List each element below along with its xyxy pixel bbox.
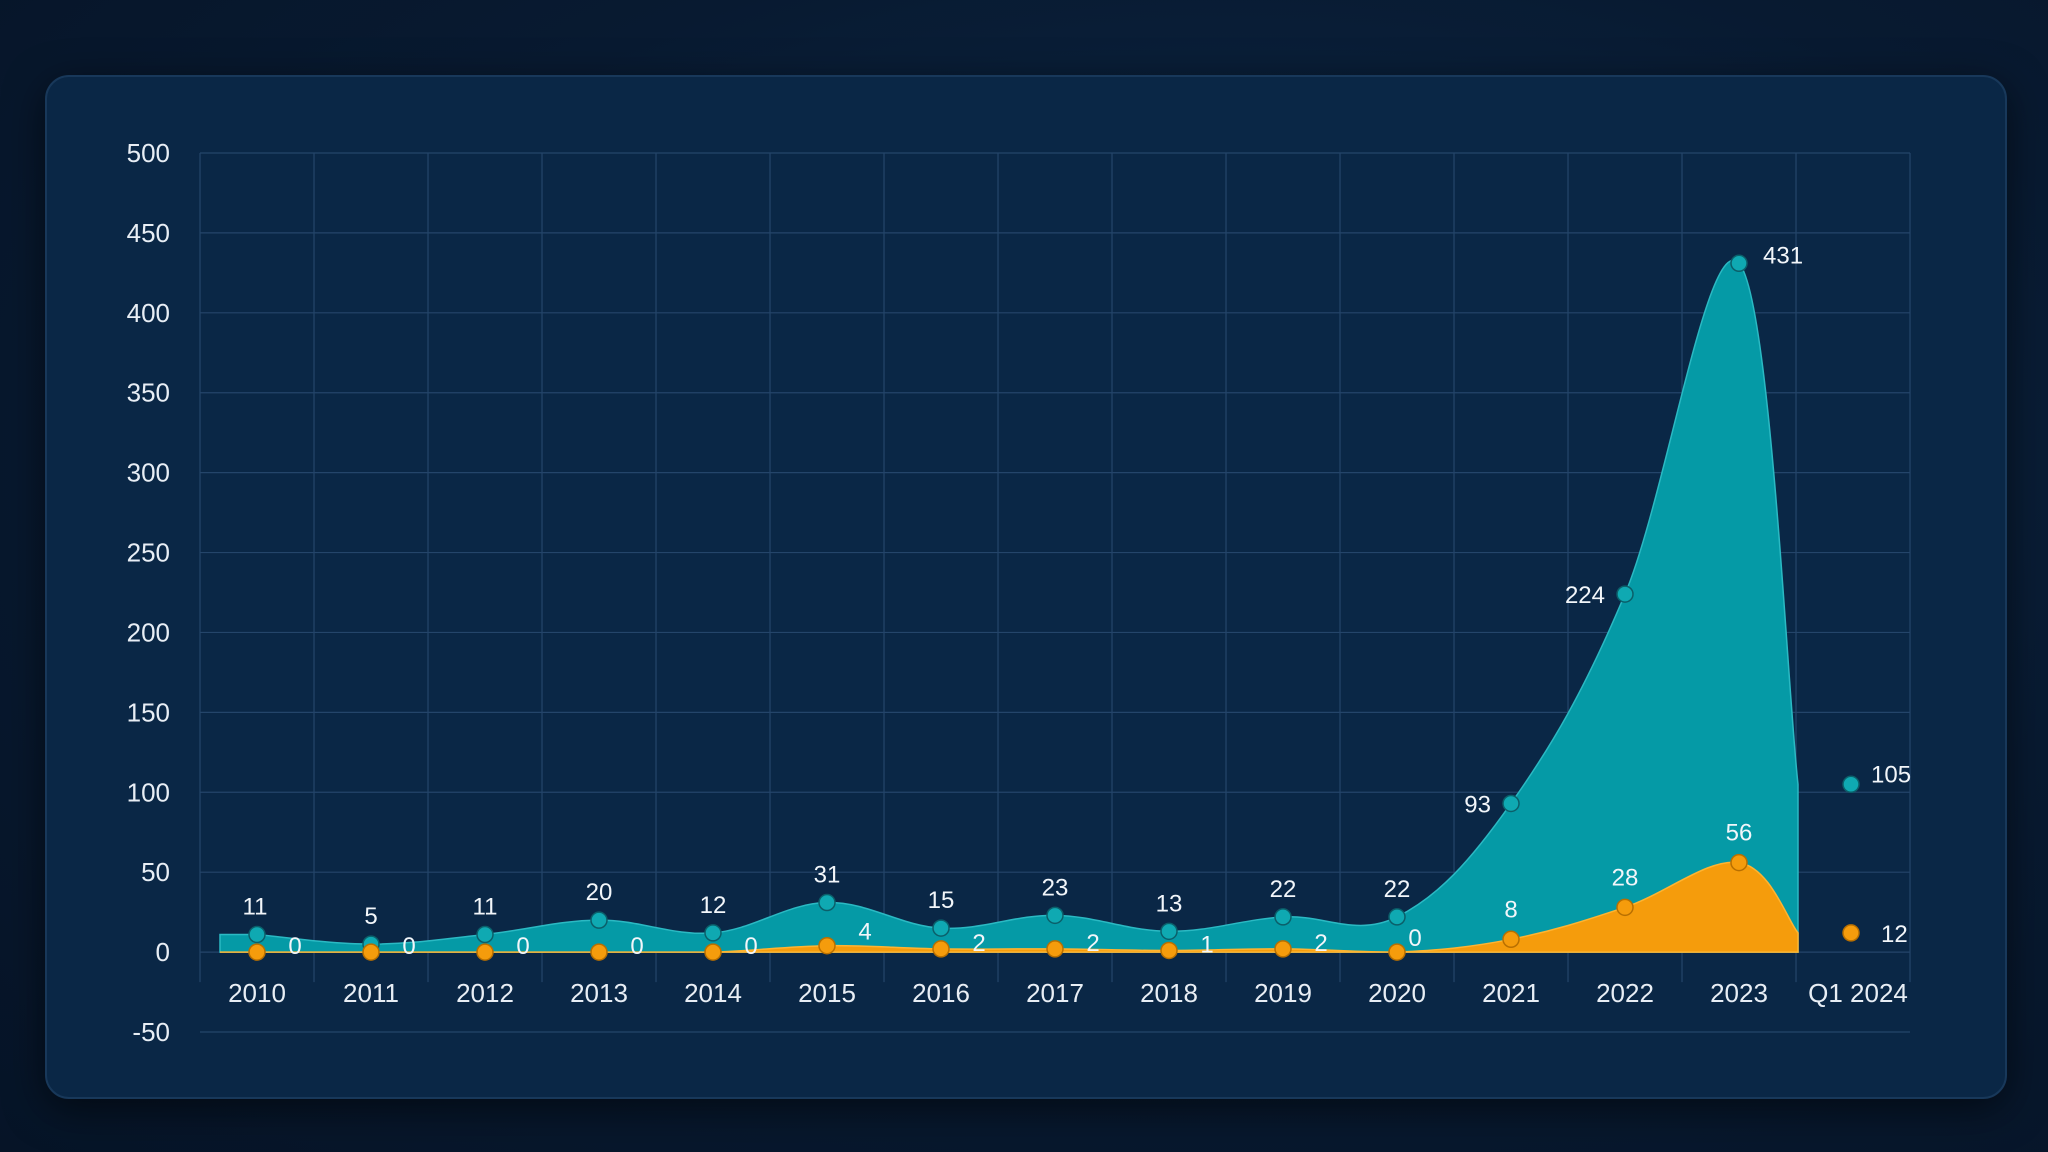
data-label: 8	[1504, 896, 1517, 923]
y-tick-label: 100	[127, 777, 170, 807]
y-tick-label: 200	[127, 617, 170, 647]
y-tick-label: 500	[127, 138, 170, 168]
x-tick-label: 2021	[1482, 978, 1540, 1008]
data-point	[1502, 930, 1520, 949]
data-point	[704, 924, 722, 942]
data-label: 15	[928, 887, 955, 914]
data-point	[1274, 940, 1292, 958]
data-label: 0	[744, 933, 757, 960]
data-point	[704, 943, 722, 961]
data-point	[1616, 585, 1634, 603]
data-label: 93	[1464, 791, 1491, 818]
y-tick-label: 400	[127, 298, 170, 328]
data-point	[590, 943, 608, 961]
series-points	[248, 254, 1860, 961]
data-point	[1160, 922, 1178, 941]
x-tick-label: 2018	[1140, 978, 1198, 1008]
data-point	[1388, 943, 1406, 961]
data-label: 1	[1200, 931, 1213, 958]
data-label: 22	[1270, 876, 1297, 903]
y-tick-label: 150	[127, 697, 170, 727]
y-tick-label: 350	[127, 378, 170, 408]
x-tick-label: 2013	[570, 978, 628, 1008]
data-label: 224	[1565, 582, 1605, 609]
y-tick-label: 300	[127, 458, 170, 488]
data-label: 11	[473, 894, 498, 921]
data-label: 56	[1726, 820, 1753, 847]
data-label: 2	[1314, 930, 1327, 957]
data-label: 0	[1408, 925, 1421, 952]
data-label: 22	[1384, 876, 1411, 903]
y-tick-label: 50	[141, 857, 170, 887]
data-point	[1842, 924, 1860, 942]
data-label: 0	[402, 933, 415, 960]
data-point	[248, 943, 266, 961]
data-label: 0	[516, 933, 529, 960]
x-axis: 2010 2011 2012 2013 2014 2015 2016 2017 2018 2019…	[228, 978, 1908, 1008]
data-label: 5	[364, 903, 377, 930]
data-label: 2	[972, 930, 985, 957]
data-label: 12	[700, 892, 727, 919]
data-label: 431	[1763, 242, 1803, 269]
data-point	[1274, 908, 1292, 926]
data-label: 105	[1871, 761, 1911, 788]
data-point	[476, 943, 494, 961]
data-point	[590, 911, 608, 929]
data-point	[1842, 775, 1860, 794]
data-label: 28	[1612, 864, 1639, 891]
x-tick-label: 2012	[456, 978, 514, 1008]
data-point	[932, 919, 950, 937]
data-label: 31	[814, 862, 841, 889]
series-areas	[219, 259, 1799, 953]
data-label: 2	[1086, 930, 1099, 957]
data-point	[818, 936, 836, 955]
x-tick-label: 2010	[228, 978, 286, 1008]
x-tick-label: 2011	[343, 978, 399, 1008]
data-point	[932, 940, 950, 958]
y-tick-label: 250	[127, 538, 170, 568]
data-label: 11	[243, 894, 268, 921]
data-point	[1730, 853, 1748, 872]
x-tick-label: 2015	[798, 978, 856, 1008]
y-tick-label: 450	[127, 218, 170, 248]
data-point	[1046, 940, 1064, 958]
y-tick-label: 0	[156, 937, 170, 967]
x-tick-label: 2020	[1368, 978, 1426, 1008]
data-point	[1502, 794, 1520, 813]
data-point	[1730, 254, 1748, 273]
x-tick-label: 2023	[1710, 978, 1768, 1008]
data-label: 0	[630, 933, 643, 960]
x-tick-label: 2017	[1026, 978, 1084, 1008]
data-point	[818, 893, 836, 912]
data-label: 0	[288, 933, 301, 960]
data-point	[1616, 898, 1634, 917]
x-tick-label: 2022	[1596, 978, 1654, 1008]
x-tick-label: 2016	[912, 978, 970, 1008]
data-label: 12	[1881, 921, 1908, 948]
data-point	[362, 943, 380, 961]
y-tick-label: -50	[132, 1017, 170, 1047]
data-point	[1160, 941, 1178, 960]
data-label: 23	[1042, 874, 1069, 901]
x-tick-label: 2014	[684, 978, 742, 1008]
data-point	[1046, 906, 1064, 925]
data-point	[248, 925, 266, 944]
x-tick-label: 2019	[1254, 978, 1312, 1008]
data-point	[1388, 908, 1406, 926]
data-point	[476, 925, 494, 944]
data-label: 13	[1156, 890, 1183, 917]
data-label: 20	[586, 879, 613, 906]
series-area	[219, 259, 1799, 953]
data-label: 4	[858, 919, 871, 946]
x-tick-label: Q1 2024	[1808, 978, 1908, 1008]
